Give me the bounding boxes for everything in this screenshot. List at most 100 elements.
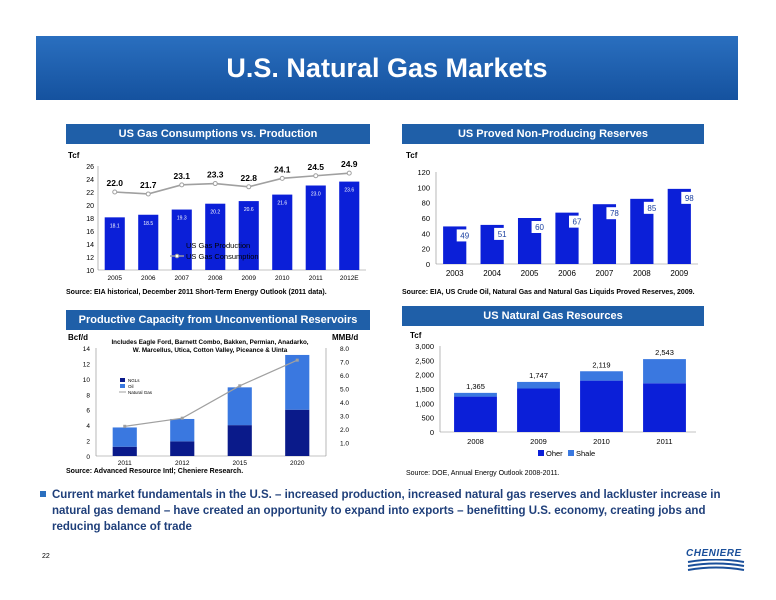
chart3-xtick: 2011 [118,460,132,467]
chart4-ytick: 500 [421,414,434,423]
chart4-legend-swatch-shale [568,450,574,456]
chart4-source: Source: DOE, Annual Energy Outlook 2008-… [406,470,560,477]
chart1-bar-label: 20.6 [244,207,254,213]
chart1-bar [238,201,259,270]
chart1-line-point [145,191,151,197]
chart3-ytick: 0 [86,454,90,461]
chart1-ytick: 26 [86,164,94,171]
chart2-ytick: 120 [417,168,430,177]
chart3-y2tick: 2.0 [340,427,349,434]
chart2-label-box [456,229,473,242]
slide-title: U.S. Natural Gas Markets [226,53,548,83]
chart1-xtick: 2011 [309,275,323,282]
chart1-bar [205,203,226,270]
chart1-bar [272,194,293,270]
chart2-label-box [606,207,623,220]
chart1-line-label: 24.9 [341,159,358,169]
chart3-y2tick: 3.0 [340,414,349,421]
chart3-line-point [180,416,184,420]
title-bar: U.S. Natural Gas Markets [36,36,738,100]
chart3-ytick: 12 [83,361,91,368]
chart3-ytick: 6 [86,408,90,415]
chart1-bar-label: 23.6 [344,188,354,194]
chart1-line-label: 24.1 [274,164,291,174]
chart1-legend-marker [174,253,180,259]
chart1-line-point [179,182,185,188]
chart3-ytick: 4 [86,423,90,430]
chart1-line-label: 24.5 [307,162,324,172]
chart4-total-label: 1,365 [466,382,485,391]
chart3-y2label: MMB/d [332,333,358,342]
chart3-xtick: 2015 [233,460,248,467]
chart1-line-point [246,184,252,190]
chart4-bar-shale [643,359,686,384]
chart4-legend-swatch-other [538,450,544,456]
chart3-line-point [123,424,127,428]
chart1-line-label: 22.0 [106,178,123,188]
chart1-ytick: 10 [86,268,94,275]
chart3-source: Source: Advanced Resource Intl; Cheniere… [66,468,244,475]
chart2-label-box [494,227,511,240]
consumption-production-chart: Tcf 10 12 14 16 18 20 22 24 26 18.1 2005 18.5 2006 19.… [68,151,366,282]
chart2-ytick: 80 [422,199,430,208]
chart3-y2tick: 4.0 [340,400,349,407]
chart1-xtick: 2006 [141,275,156,282]
chart2-ylabel: Tcf [406,151,418,160]
chart3-y2tick: 1.0 [340,441,349,448]
chart1-ytick: 12 [86,255,94,262]
chart2-xtick: 2007 [596,269,614,278]
chart1-xtick: 2009 [242,275,257,282]
gas-resources-chart: Tcf 0 500 1,000 1,500 2,000 2,500 3,000 1,365 200… [410,331,696,458]
chart2-bar [667,188,691,264]
chart3-line-point [238,384,242,388]
chart4-xtick: 2008 [467,437,484,446]
chart3-bar-ngls [285,409,310,456]
page-number: 22 [42,553,50,560]
chart1-legend-consumption: US Gas Consumption [186,252,259,261]
chart4-bar-other [517,388,560,432]
chart4-legend-other: Oher [546,449,563,458]
chart1-legend-production: US Gas Production [186,241,250,250]
chart3-y2tick: 7.0 [340,360,349,367]
chart2-label-box [569,215,585,228]
chart1-bar-label: 23.0 [311,192,321,198]
chart1-bar-label: 21.6 [277,201,287,207]
chart4-title: US Natural Gas Resources [402,306,704,326]
logo-text: CHENIERE [686,548,742,559]
chart4-ytick: 2,500 [415,356,434,365]
chart3-legend-label: Oil [128,384,134,389]
chart1-xtick: 2010 [275,275,290,282]
chart2-xtick: 2005 [521,269,539,278]
chart3-bar-ngls [112,446,137,456]
chart1-ytick: 20 [86,203,94,210]
chart4-ytick: 1,000 [415,399,434,408]
chart1-xtick: 2008 [208,275,223,282]
chart1-bar [305,185,326,270]
chart1-line-point [313,173,319,179]
chart1-ytick: 16 [86,229,94,236]
chart1-line-label: 23.3 [207,170,224,180]
chart3-bar-oil [227,387,252,426]
chart4-ytick: 3,000 [415,342,434,351]
cheniere-logo: CHENIERE [686,548,746,578]
chart1-line-label: 22.8 [240,173,257,183]
chart1-line-label: 21.7 [140,180,157,190]
chart1-ytick: 22 [86,190,94,197]
chart2-bar-label: 51 [498,230,507,239]
chart1-line-point [279,175,285,181]
chart4-xtick: 2009 [530,437,547,446]
chart3-bar-ngls [170,441,195,456]
chart4-xtick: 2010 [593,437,610,446]
chart1-line-label: 23.1 [173,171,190,181]
chart1-ytick: 14 [86,242,94,249]
chart4-legend-shale: Shale [576,449,595,458]
chart2-xtick: 2006 [558,269,576,278]
chart2-xtick: 2003 [446,269,464,278]
chart4-total-label: 2,543 [655,348,674,357]
chart2-bar-label: 78 [610,209,619,218]
chart3-y2tick: 5.0 [340,387,349,394]
chart3-ytick: 2 [86,439,90,446]
chart3-y2tick: 8.0 [340,346,349,353]
chart4-bar-other [643,383,686,432]
productive-capacity-chart: Bcf/d MMB/d 0 2 4 6 8 10 12 14 1.0 2.0 3.0 4.0 5.0 6.0 7… [68,333,358,467]
